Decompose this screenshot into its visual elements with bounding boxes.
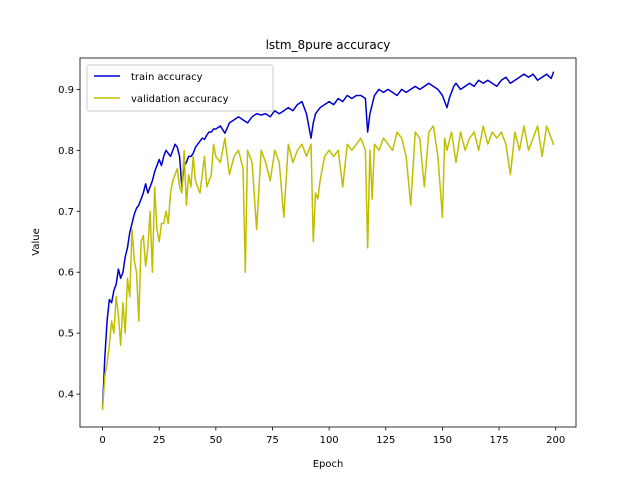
chart-title: lstm_8pure accuracy (266, 38, 391, 52)
x-tick-label: 25 (153, 435, 166, 446)
x-tick-label: 200 (546, 435, 565, 446)
plot-area: 0 25 50 75 100 125 150 175 200 0.4 0.5 0.6 0.7 0.8 0.9 (58, 57, 577, 446)
x-tick-label: 75 (266, 435, 279, 446)
x-tick-label: 175 (490, 435, 509, 446)
x-axis-label: Epoch (313, 459, 344, 470)
axes-frame (79, 57, 577, 428)
legend-label-train: train accuracy (131, 72, 203, 83)
y-tick-label: 0.5 (58, 329, 74, 340)
y-tick-label: 0.8 (58, 146, 74, 157)
y-axis-label: Value (31, 228, 42, 255)
x-tick-label: 100 (320, 435, 339, 446)
y-tick-label: 0.9 (58, 85, 74, 96)
y-tick-label: 0.7 (58, 207, 74, 218)
x-tick-label: 125 (376, 435, 395, 446)
x-tick-label: 0 (99, 435, 105, 446)
legend: train accuracy validation accuracy (86, 64, 274, 112)
legend-box (86, 64, 274, 112)
x-tick-label: 150 (433, 435, 452, 446)
y-tick-label: 0.6 (58, 268, 74, 279)
x-tick-label: 50 (209, 435, 222, 446)
legend-label-validation: validation accuracy (131, 94, 229, 105)
series-line-1 (101, 125, 555, 411)
series-line-0 (101, 71, 555, 409)
y-tick-label: 0.4 (58, 390, 74, 401)
